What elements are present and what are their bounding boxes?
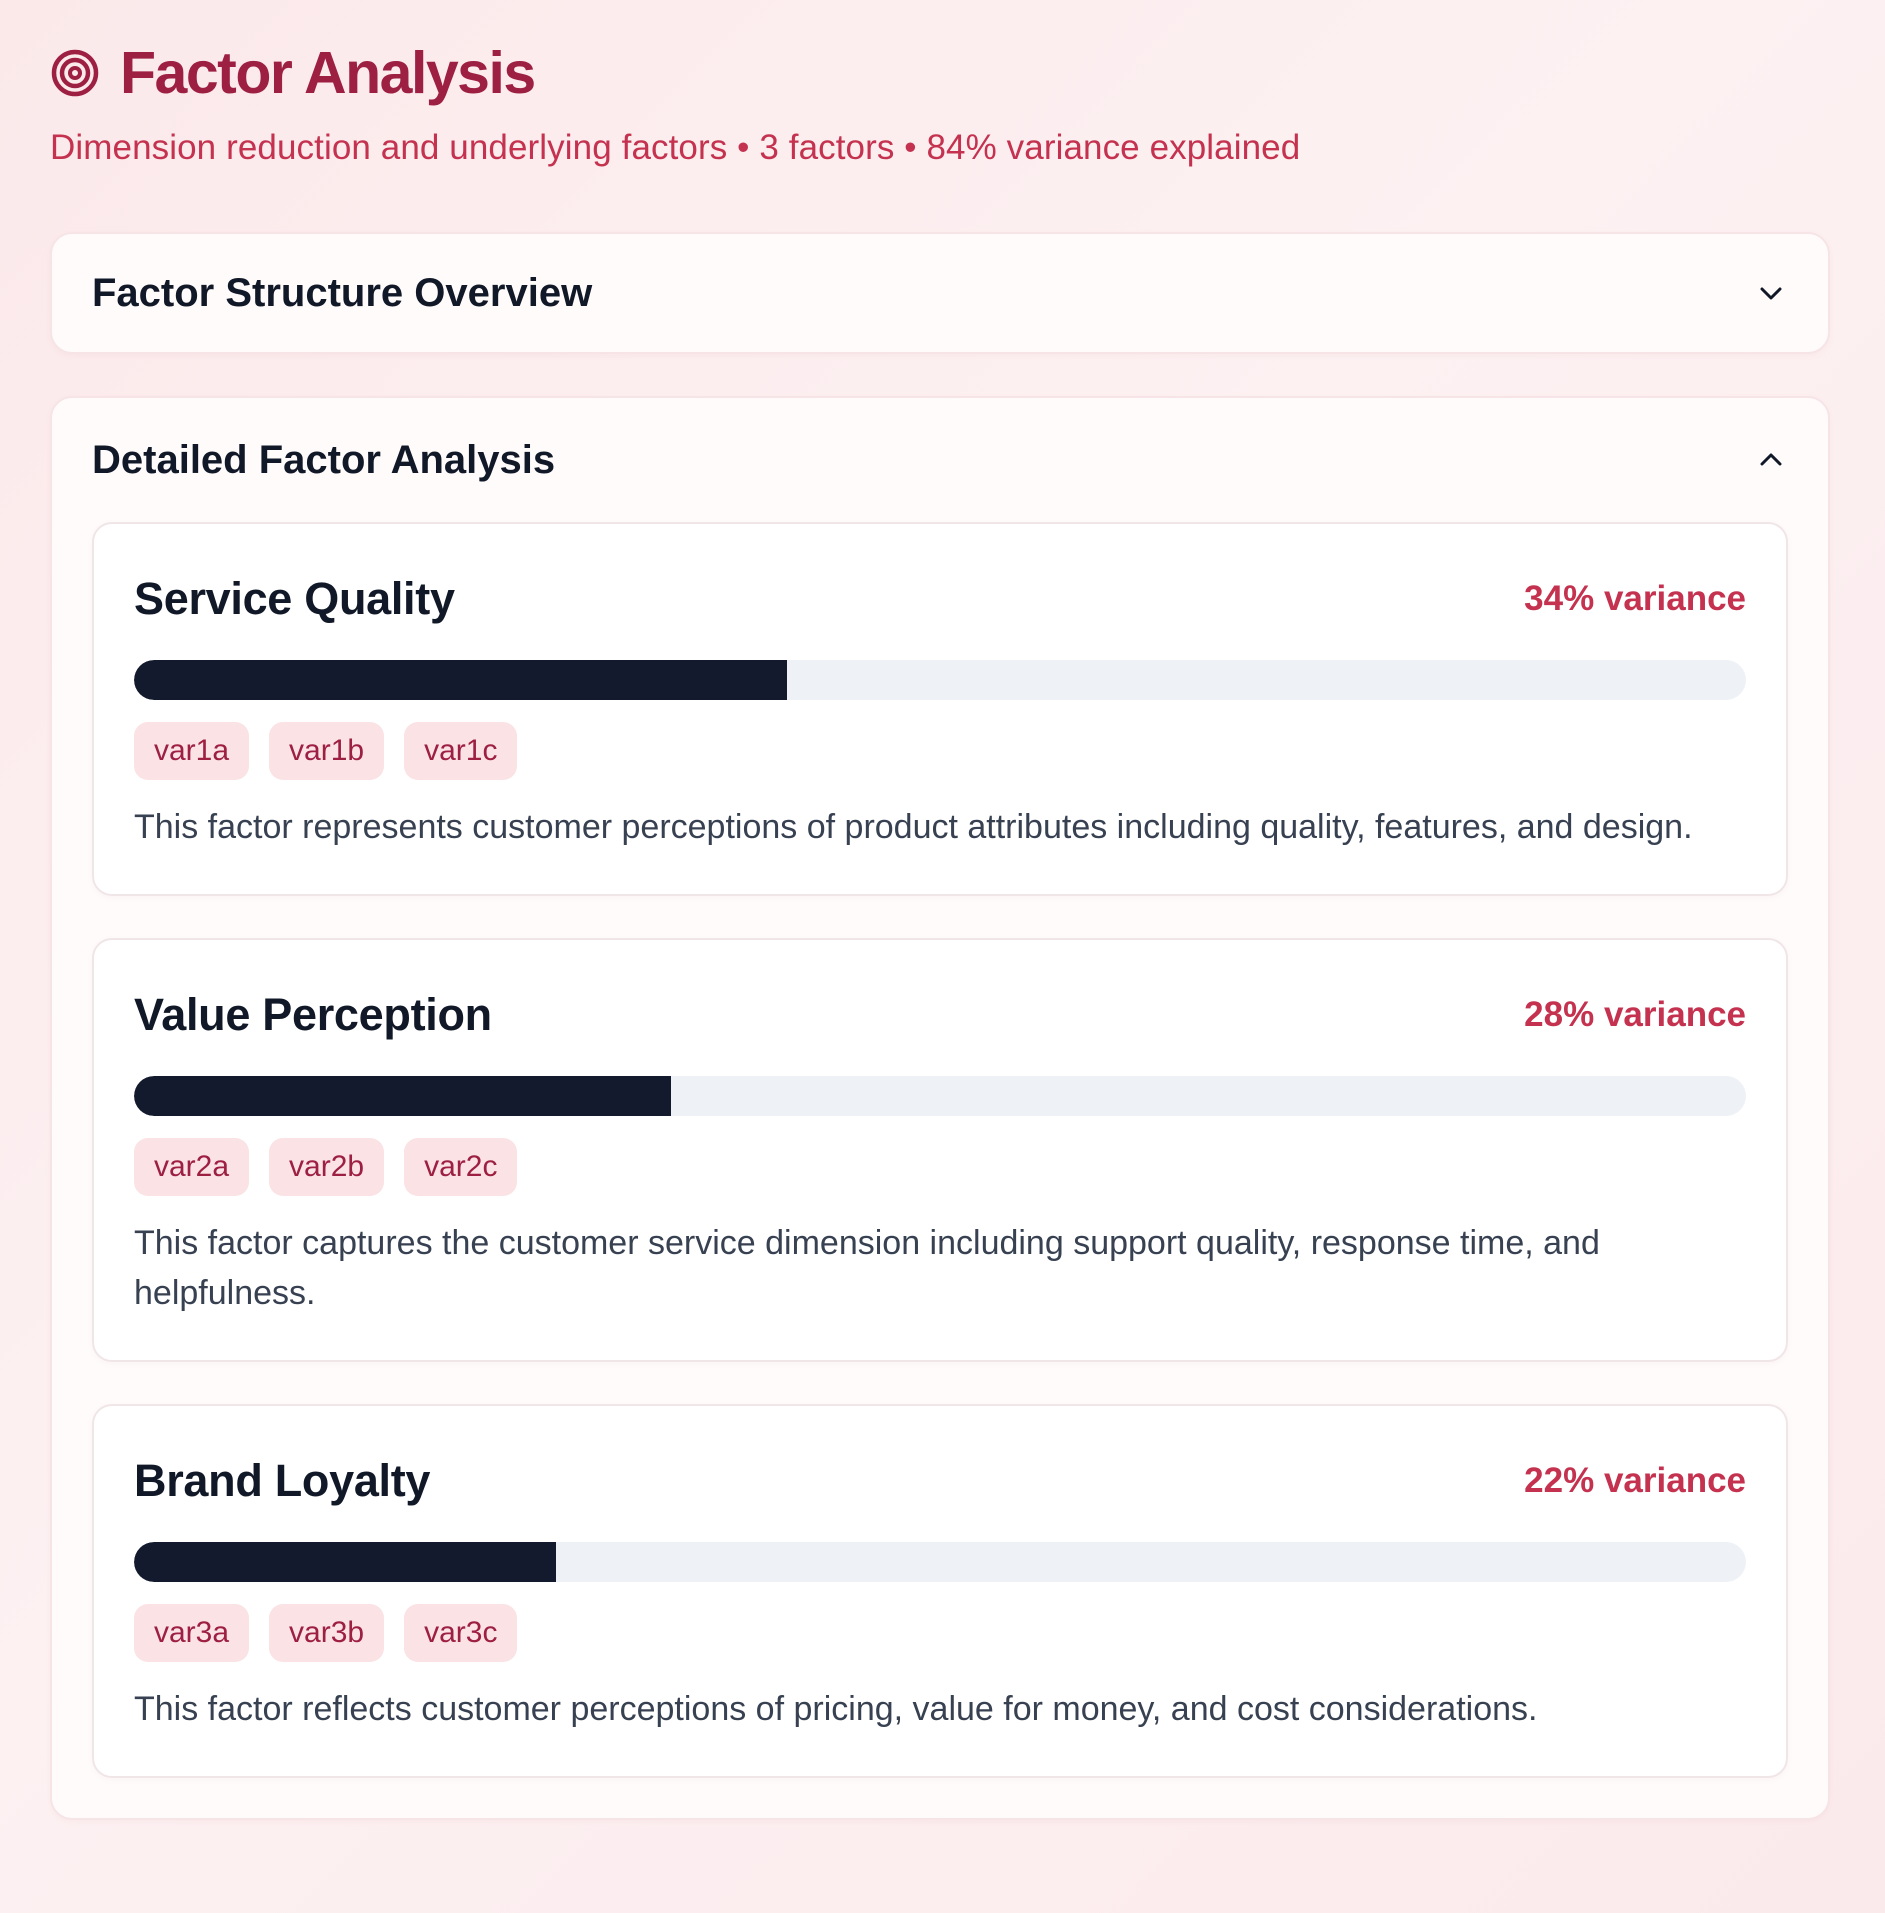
- factor-structure-overview-header[interactable]: Factor Structure Overview: [52, 234, 1828, 352]
- factor-name: Service Quality: [134, 573, 455, 624]
- factor-card: Brand Loyalty 22% variance var3a var3b v…: [92, 1404, 1788, 1778]
- page-title: Factor Analysis: [120, 40, 536, 106]
- variable-tags: var3a var3b var3c: [134, 1604, 1746, 1662]
- variance-bar-track: [134, 1076, 1746, 1116]
- chevron-down-icon[interactable]: [1754, 276, 1788, 310]
- page-header: Factor Analysis: [50, 40, 1830, 106]
- factor-variance: 28% variance: [1524, 995, 1746, 1034]
- variance-bar-fill: [134, 1542, 557, 1582]
- variance-bar-track: [134, 1542, 1746, 1582]
- page-subtitle: Dimension reduction and underlying facto…: [50, 128, 1301, 167]
- chevron-up-icon[interactable]: [1754, 443, 1788, 477]
- panel-title: Detailed Factor Analysis: [92, 437, 556, 482]
- variable-tag: var2a: [134, 1138, 250, 1196]
- variable-tag: var1c: [404, 722, 518, 780]
- factor-description: This factor captures the customer servic…: [134, 1224, 1600, 1312]
- factor-list: Service Quality 34% variance var1a var1b…: [52, 522, 1828, 1778]
- variable-tag: var3c: [404, 1604, 518, 1662]
- variable-tag: var2c: [404, 1138, 518, 1196]
- variable-tag: var1b: [269, 722, 385, 780]
- factor-structure-overview-panel: Factor Structure Overview: [50, 232, 1830, 354]
- variance-bar-track: [134, 660, 1746, 700]
- variable-tag: var2b: [269, 1138, 385, 1196]
- factor-card: Service Quality 34% variance var1a var1b…: [92, 522, 1788, 896]
- factor-variance: 22% variance: [1524, 1461, 1746, 1500]
- factor-description: This factor represents customer percepti…: [134, 808, 1693, 846]
- variable-tag: var1a: [134, 722, 250, 780]
- detailed-factor-analysis-panel: Detailed Factor Analysis Service Quality…: [50, 396, 1830, 1820]
- factor-name: Value Perception: [134, 989, 492, 1040]
- factor-variance: 34% variance: [1524, 579, 1746, 618]
- variance-bar-fill: [134, 1076, 671, 1116]
- factor-header: Brand Loyalty 22% variance: [134, 1452, 1746, 1510]
- factor-card: Value Perception 28% variance var2a var2…: [92, 938, 1788, 1362]
- variable-tags: var2a var2b var2c: [134, 1138, 1746, 1196]
- variance-bar-fill: [134, 660, 787, 700]
- target-icon: [50, 48, 100, 98]
- page: Factor Analysis Dimension reduction and …: [50, 40, 1830, 1820]
- detailed-factor-analysis-header[interactable]: Detailed Factor Analysis: [52, 398, 1828, 522]
- factor-header: Service Quality 34% variance: [134, 570, 1746, 628]
- factor-description: This factor reflects customer perception…: [134, 1690, 1538, 1728]
- variable-tag: var3a: [134, 1604, 250, 1662]
- factor-header: Value Perception 28% variance: [134, 986, 1746, 1044]
- factor-name: Brand Loyalty: [134, 1455, 431, 1506]
- variable-tags: var1a var1b var1c: [134, 722, 1746, 780]
- panel-title: Factor Structure Overview: [92, 270, 593, 315]
- variable-tag: var3b: [269, 1604, 385, 1662]
